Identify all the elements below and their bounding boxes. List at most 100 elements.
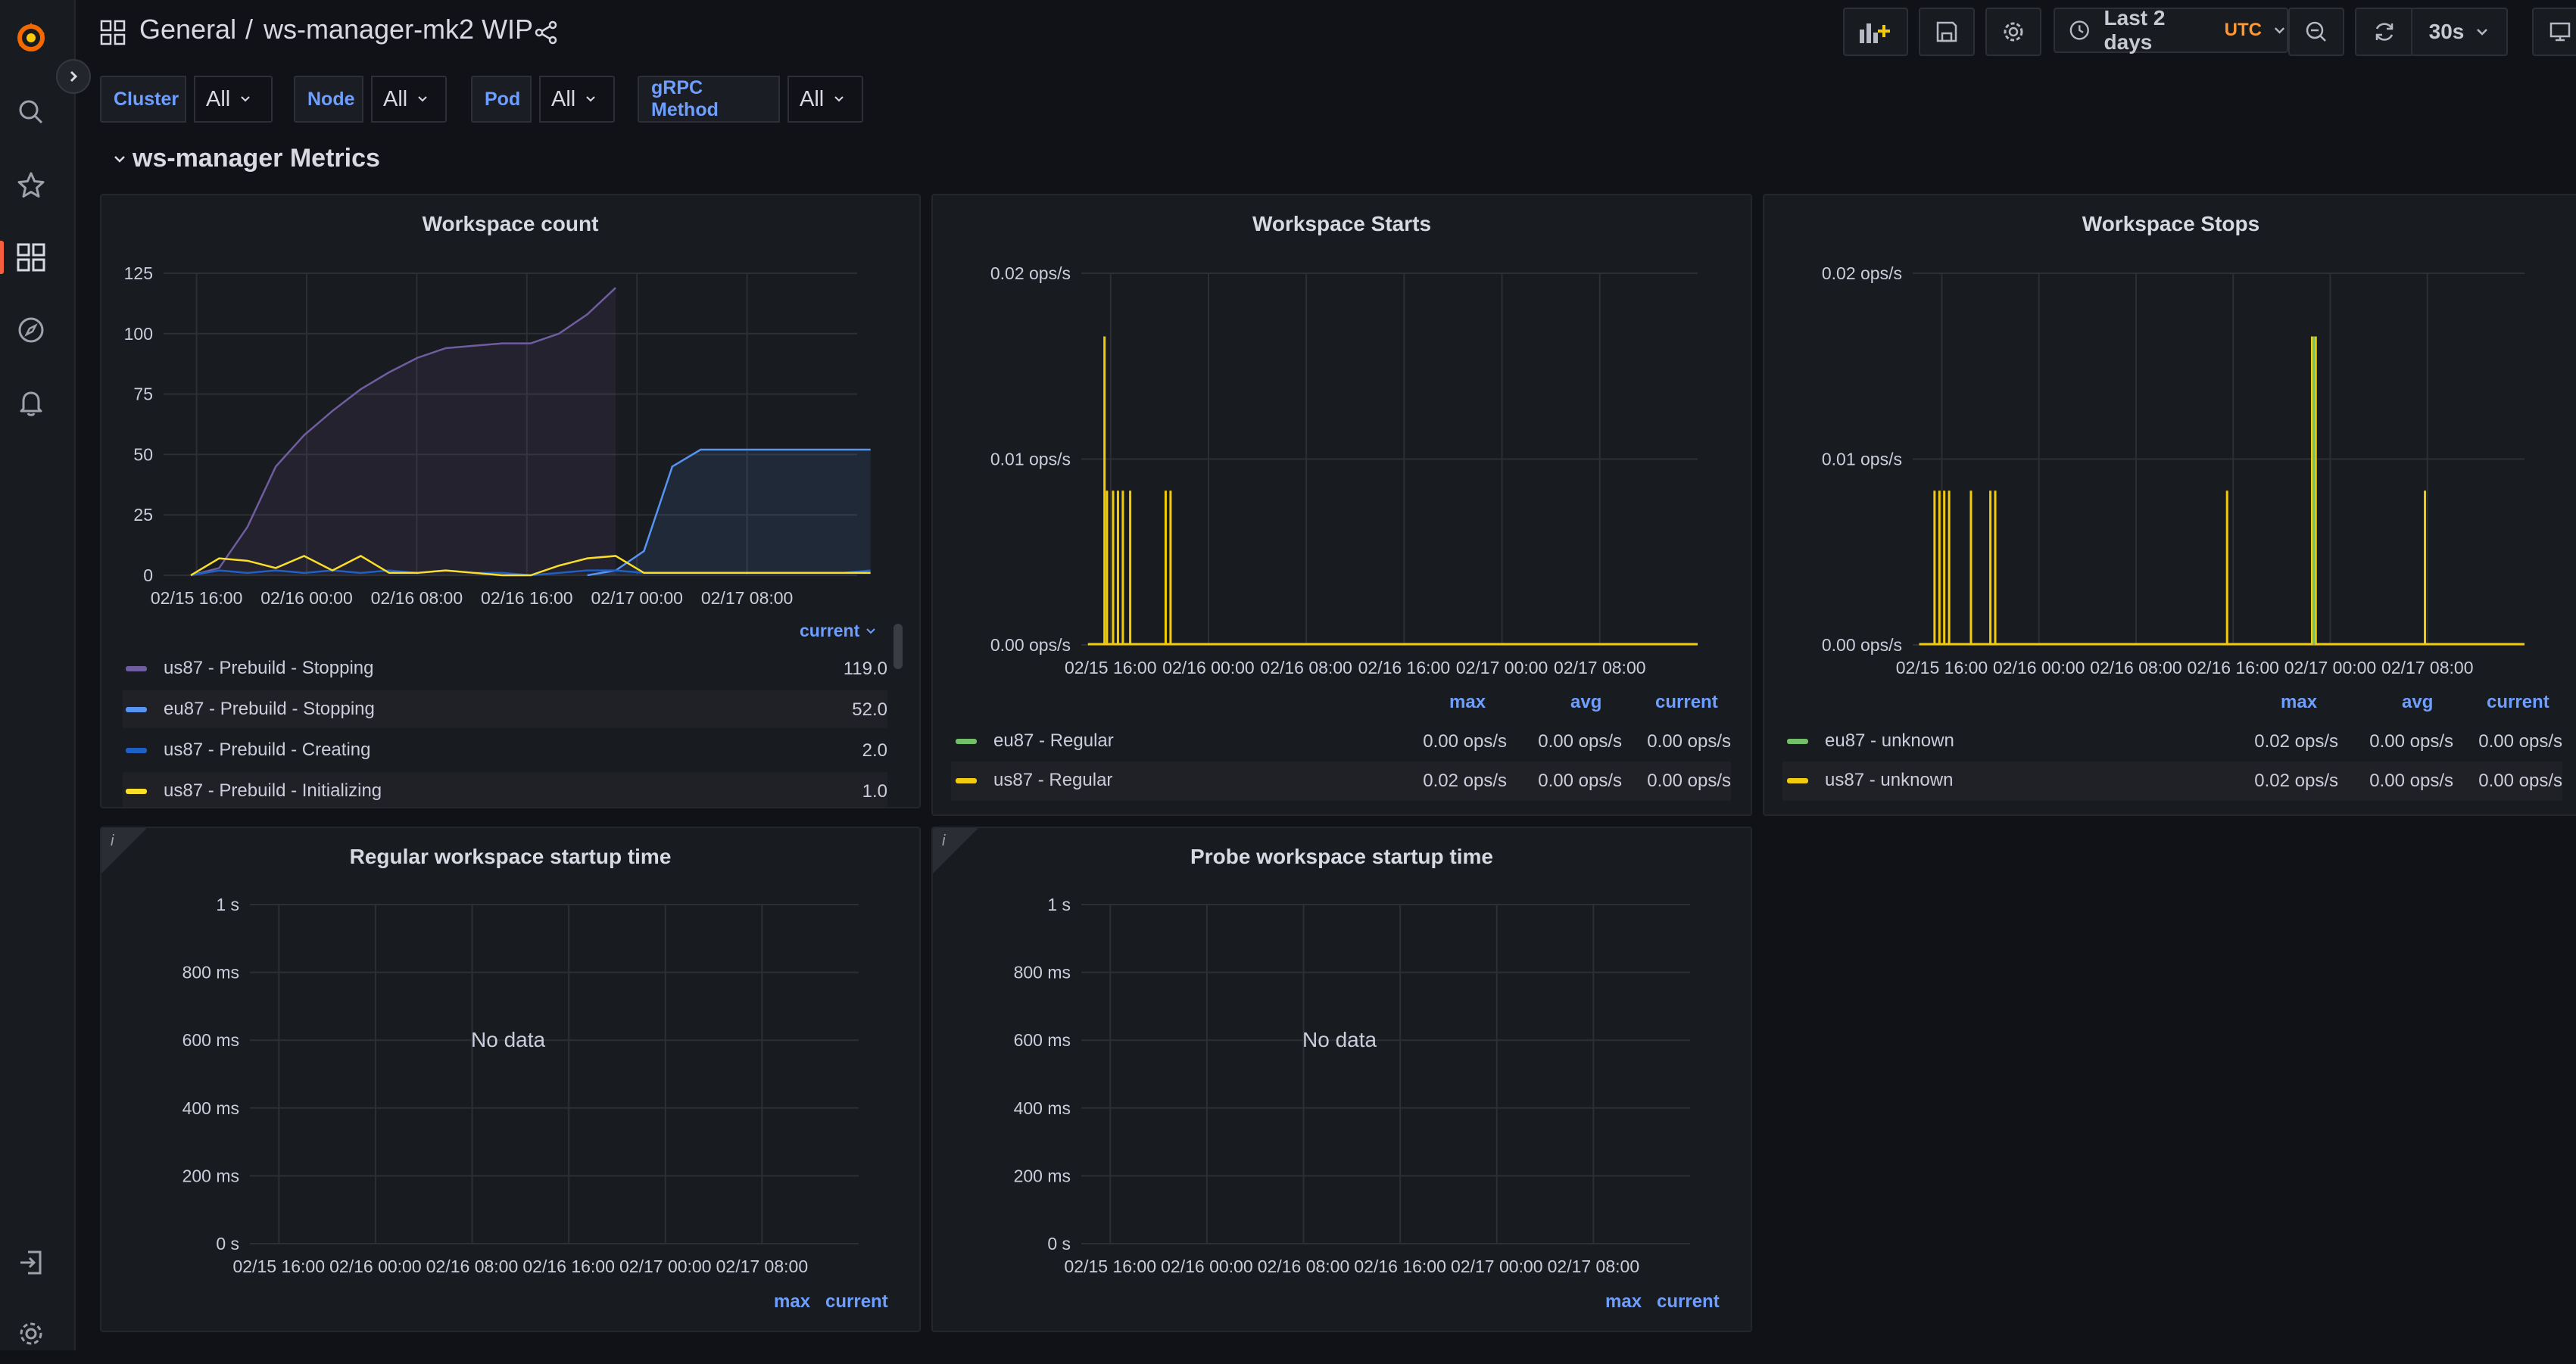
x-axis-tick-label: 02/16 08:00	[426, 1257, 519, 1276]
save-icon	[1936, 21, 1957, 42]
legend-scrollbar[interactable]	[893, 624, 903, 669]
zoom-out-button[interactable]	[2288, 8, 2344, 56]
time-picker-button[interactable]: Last 2 days UTC	[2054, 6, 2288, 54]
legend-item[interactable]: eu87 - unknown 0.02 ops/s 0.00 ops/s 0.0…	[1782, 722, 2562, 761]
variable-select-grpc-method[interactable]: All	[787, 76, 863, 123]
x-axis-tick-label: 02/16 16:00	[522, 1257, 615, 1276]
settings-gear-icon[interactable]	[0, 1303, 62, 1364]
y-axis-tick-label: 100	[124, 324, 153, 344]
panel-regular-startup-time: i Regular workspace startup time 0 s 200 …	[100, 827, 921, 1332]
legend-item[interactable]: eu87 - Regular 0.00 ops/s 0.00 ops/s 0.0…	[951, 722, 1731, 761]
x-axis-tick-label: 02/16 08:00	[371, 588, 463, 608]
search-icon[interactable]	[0, 82, 62, 142]
series-line	[587, 448, 871, 577]
variable-select-cluster[interactable]: All	[194, 76, 273, 123]
workspace-stops-chart[interactable]: 0.00 ops/s 0.01 ops/s 0.02 ops/s 02/15 16:0…	[1764, 195, 2576, 680]
panel-info-corner[interactable]	[101, 828, 147, 874]
add-panel-button[interactable]	[1843, 8, 1908, 56]
workspace-count-chart[interactable]: 0 25 50 75 100 125 02/15 16:00 02/16 00:00 02/16…	[101, 195, 919, 619]
legend-header-max[interactable]: max	[2281, 692, 2318, 712]
panel-workspace-starts: Workspace Starts 0.00 ops/s 0.01 ops/s 0.0…	[931, 194, 1752, 816]
share-icon[interactable]	[533, 20, 559, 51]
legend-item[interactable]: us87 - Prebuild - Initializing 1.0	[123, 772, 887, 807]
dashboards-grid-icon[interactable]	[100, 20, 126, 51]
panel-title[interactable]: Probe workspace startup time	[1190, 845, 1493, 868]
legend-current-value: 2.0	[862, 740, 887, 761]
x-axis-tick-label: 02/16 08:00	[1258, 1257, 1350, 1276]
explore-icon[interactable]	[0, 300, 62, 360]
series-area-fill	[587, 450, 871, 575]
legend-item[interactable]: us87 - Prebuild - Creating 2.0	[123, 731, 887, 769]
legend-max-value: 0.00 ops/s	[1423, 731, 1507, 752]
variable-select-node[interactable]: All	[371, 76, 447, 123]
refresh-interval-label: 30s	[2428, 20, 2465, 43]
x-axis-tick-label: 02/16 16:00	[1358, 658, 1451, 677]
panel-title[interactable]: Workspace count	[422, 212, 599, 235]
variable-label-cluster: Cluster	[100, 76, 186, 123]
probe-startup-chart[interactable]: 0 s 200 ms 400 ms 600 ms 800 ms 1 s 02/15 16:0…	[933, 828, 1751, 1290]
dashboard-settings-button[interactable]	[1985, 8, 2041, 56]
row-collapse-chevron-icon[interactable]	[112, 151, 127, 167]
starred-icon[interactable]	[0, 155, 62, 216]
y-axis-tick-label: 0	[143, 565, 153, 585]
grafana-logo-icon[interactable]	[0, 8, 62, 68]
legend-header-max[interactable]: max	[774, 1291, 811, 1312]
sign-in-icon[interactable]	[0, 1232, 62, 1293]
legend-header-current[interactable]: current	[2487, 692, 2549, 712]
y-axis-tick-label: 800 ms	[182, 963, 239, 983]
legend-current-value: 1.0	[862, 781, 887, 802]
legend-item[interactable]: us87 - Regular 0.02 ops/s 0.00 ops/s 0.0…	[951, 761, 1731, 801]
panel-title[interactable]: Regular workspace startup time	[349, 845, 672, 868]
variable-label-pod: Pod	[471, 76, 532, 123]
panel-title[interactable]: Workspace Starts	[1252, 212, 1432, 235]
panel-info-corner[interactable]	[933, 828, 978, 874]
legend-header-current[interactable]: current	[1657, 1291, 1720, 1312]
variable-value-pod: All	[551, 86, 576, 111]
info-icon[interactable]: i	[942, 833, 946, 849]
legend-header-current[interactable]: current	[1655, 692, 1718, 712]
series-area-fill	[191, 288, 616, 575]
legend-sort-dropdown[interactable]: current	[800, 621, 876, 641]
legend-header-max[interactable]: max	[1605, 1291, 1642, 1312]
legend-series-name: eu87 - unknown	[1825, 730, 1954, 751]
legend-item[interactable]: us87 - unknown 0.02 ops/s 0.00 ops/s 0.0…	[1782, 761, 2562, 801]
legend-header-current[interactable]: current	[825, 1291, 888, 1312]
legend-header-max[interactable]: max	[1449, 692, 1486, 712]
panel-probe-startup-time: i Probe workspace startup time 0 s 200 ms…	[931, 827, 1752, 1332]
tv-mode-button[interactable]	[2532, 8, 2576, 56]
expand-menu-icon[interactable]	[56, 59, 91, 94]
legend-list: us87 - Prebuild - Stopping 119.0 eu87 - …	[123, 649, 887, 807]
legend-header-avg[interactable]: avg	[1570, 692, 1602, 712]
alerting-bell-icon[interactable]	[0, 372, 62, 433]
info-icon[interactable]: i	[111, 833, 114, 849]
legend-item[interactable]: us87 - Prebuild - Stopping 119.0	[123, 649, 887, 687]
y-axis-tick-label: 125	[124, 263, 153, 283]
chevron-down-icon	[586, 96, 595, 102]
variable-select-pod[interactable]: All	[539, 76, 615, 123]
workspace-starts-chart[interactable]: 0.00 ops/s 0.01 ops/s 0.02 ops/s 02/15 16:0…	[933, 195, 1751, 680]
timezone-label: UTC	[2224, 20, 2262, 40]
regular-startup-chart[interactable]: 0 s 200 ms 400 ms 600 ms 800 ms 1 s 02/15 16:0…	[101, 828, 919, 1290]
x-axis-tick-label: 02/16 00:00	[1161, 1257, 1253, 1276]
breadcrumb-folder[interactable]: General	[139, 14, 237, 45]
row-title[interactable]: ws-manager Metrics	[133, 144, 380, 173]
legend-header-avg[interactable]: avg	[2402, 692, 2434, 712]
variable-value-node: All	[383, 86, 408, 111]
refresh-button[interactable]	[2355, 8, 2414, 56]
x-axis-tick-label: 02/16 16:00	[1354, 1257, 1446, 1276]
legend-item[interactable]: eu87 - Prebuild - Stopping 52.0	[123, 690, 887, 728]
panel-title[interactable]: Workspace Stops	[2082, 212, 2260, 235]
legend-current-value: 0.00 ops/s	[1647, 731, 1731, 752]
y-axis-tick-label: 1 s	[1047, 895, 1071, 914]
y-axis-tick-label: 0.00 ops/s	[1822, 635, 1902, 655]
no-data-message: No data	[471, 1028, 546, 1051]
y-axis-tick-label: 0.02 ops/s	[1822, 263, 1902, 283]
breadcrumb-dashboard-title[interactable]: ws-manager-mk2 WIP	[264, 14, 534, 45]
refresh-interval-picker[interactable]: 30s	[2411, 8, 2508, 56]
x-axis-tick-label: 02/15 16:00	[233, 1257, 326, 1276]
dashboards-icon[interactable]	[0, 227, 62, 288]
x-axis-tick-label: 02/16 08:00	[2090, 658, 2182, 677]
legend-max-value: 0.02 ops/s	[2254, 731, 2338, 752]
save-dashboard-button[interactable]	[1919, 8, 1975, 56]
chevron-down-icon	[866, 628, 875, 634]
